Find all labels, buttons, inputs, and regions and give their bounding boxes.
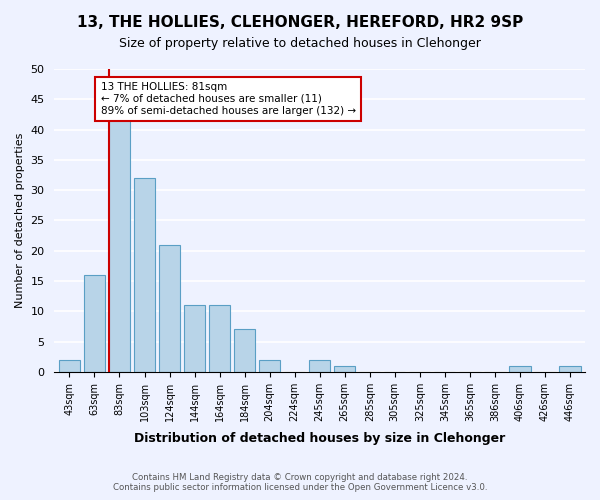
Bar: [59, 360, 80, 372]
Text: Size of property relative to detached houses in Clehonger: Size of property relative to detached ho…: [119, 38, 481, 51]
Bar: [109, 118, 130, 372]
Bar: [134, 178, 155, 372]
Bar: [509, 366, 530, 372]
Text: 13 THE HOLLIES: 81sqm
← 7% of detached houses are smaller (11)
89% of semi-detac: 13 THE HOLLIES: 81sqm ← 7% of detached h…: [101, 82, 356, 116]
Bar: [209, 305, 230, 372]
Bar: [309, 360, 331, 372]
X-axis label: Distribution of detached houses by size in Clehonger: Distribution of detached houses by size …: [134, 432, 505, 445]
Bar: [559, 366, 581, 372]
Text: 13, THE HOLLIES, CLEHONGER, HEREFORD, HR2 9SP: 13, THE HOLLIES, CLEHONGER, HEREFORD, HR…: [77, 15, 523, 30]
Bar: [159, 244, 180, 372]
Text: Contains HM Land Registry data © Crown copyright and database right 2024.
Contai: Contains HM Land Registry data © Crown c…: [113, 473, 487, 492]
Bar: [234, 330, 255, 372]
Y-axis label: Number of detached properties: Number of detached properties: [15, 132, 25, 308]
Bar: [84, 275, 105, 372]
Bar: [334, 366, 355, 372]
Bar: [259, 360, 280, 372]
Bar: [184, 305, 205, 372]
